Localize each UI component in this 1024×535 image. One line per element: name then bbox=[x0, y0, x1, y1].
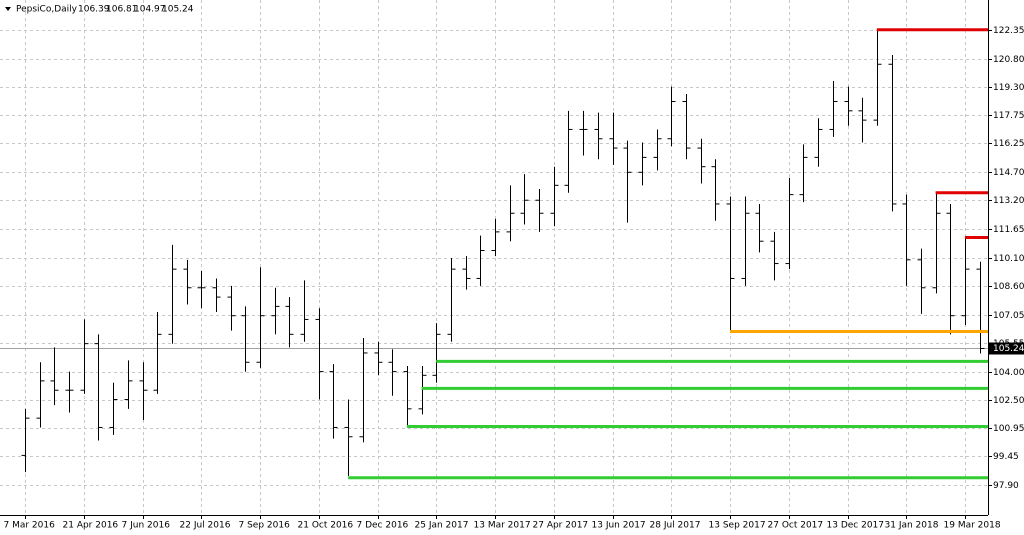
x-tick-label: 7 Dec 2016 bbox=[357, 521, 409, 531]
y-tick-label: 110.10 bbox=[993, 254, 1024, 264]
y-tick-label: 107.05 bbox=[993, 311, 1024, 321]
x-tick-label: 27 Oct 2017 bbox=[768, 521, 824, 531]
x-tick-label: 13 Jun 2017 bbox=[592, 521, 646, 531]
y-tick-label: 108.60 bbox=[993, 282, 1024, 292]
grid bbox=[0, 0, 988, 515]
x-tick-label: 25 Jan 2017 bbox=[415, 521, 469, 531]
header-value: 106.81 bbox=[106, 5, 138, 15]
x-tick-label: 13 Sep 2017 bbox=[709, 521, 766, 531]
y-tick-label: 102.50 bbox=[993, 396, 1024, 406]
symbol-title: PepsiCo,Daily bbox=[16, 5, 78, 15]
y-tick-label: 99.45 bbox=[993, 452, 1019, 462]
y-tick-label: 120.80 bbox=[993, 55, 1024, 65]
y-tick-label: 122.35 bbox=[993, 26, 1024, 36]
y-tick-label: 111.65 bbox=[993, 225, 1024, 235]
header-value: 105.24 bbox=[162, 5, 194, 15]
y-tick-label: 97.90 bbox=[993, 481, 1019, 491]
marks bbox=[21, 28, 988, 480]
y-tick-label: 113.20 bbox=[993, 196, 1024, 206]
x-tick-label: 13 Dec 2017 bbox=[827, 521, 885, 531]
x-tick-label: 31 Jan 2018 bbox=[885, 521, 939, 531]
current-price-label: 105.24 bbox=[993, 344, 1024, 354]
header-value: 104.97 bbox=[134, 5, 166, 15]
y-tick-label: 114.70 bbox=[993, 168, 1024, 178]
y-tick-label: 104.00 bbox=[993, 368, 1024, 378]
x-tick-label: 7 Sep 2016 bbox=[239, 521, 291, 531]
x-tick-label: 13 Mar 2017 bbox=[474, 521, 531, 531]
x-tick-label: 7 Mar 2016 bbox=[4, 521, 56, 531]
y-tick-label: 116.25 bbox=[993, 139, 1024, 149]
x-tick-label: 22 Jul 2016 bbox=[180, 521, 231, 531]
x-tick-label: 28 Jul 2017 bbox=[650, 521, 701, 531]
current-price-box bbox=[989, 342, 1024, 355]
y-tick-label: 117.75 bbox=[993, 111, 1024, 121]
menu-arrow[interactable] bbox=[5, 7, 11, 11]
y-tick-label: 100.95 bbox=[993, 424, 1024, 434]
y-tick-label: 119.30 bbox=[993, 83, 1024, 93]
x-tick-label: 21 Oct 2016 bbox=[298, 521, 354, 531]
x-tick-label: 27 Apr 2017 bbox=[533, 521, 589, 531]
x-tick-label: 19 Mar 2018 bbox=[944, 521, 1001, 531]
x-tick-label: 7 Jun 2016 bbox=[122, 521, 171, 531]
x-tick-label: 21 Apr 2016 bbox=[63, 521, 119, 531]
header-value: 106.39 bbox=[78, 5, 110, 15]
